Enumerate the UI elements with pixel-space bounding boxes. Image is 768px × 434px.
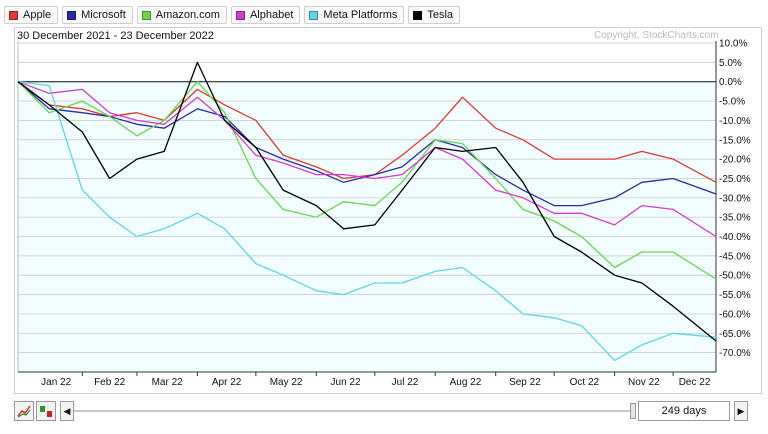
apple-swatch bbox=[9, 10, 18, 20]
y-tick-label: -50.0% bbox=[719, 271, 751, 282]
y-tick-label: -45.0% bbox=[719, 251, 751, 262]
date-range-slider[interactable] bbox=[74, 410, 634, 412]
y-tick-label: 0.0% bbox=[719, 77, 742, 88]
tesla-swatch bbox=[413, 10, 423, 20]
x-tick-label: Jun 22 bbox=[331, 377, 361, 388]
alphabet-swatch bbox=[235, 10, 245, 20]
x-tick-label: Dec 22 bbox=[679, 377, 711, 388]
line-chart-icon bbox=[17, 405, 31, 418]
legend: Apple Microsoft Amazon.com Alphabet Meta… bbox=[4, 6, 461, 24]
amazon-swatch bbox=[141, 10, 151, 20]
x-tick-label: Jul 22 bbox=[392, 377, 419, 388]
legend-item-amazon[interactable]: Amazon.com bbox=[136, 6, 227, 24]
legend-item-meta[interactable]: Meta Platforms bbox=[304, 6, 405, 24]
days-field[interactable]: 249 days bbox=[638, 401, 730, 421]
chart-controls: ◀ 249 days ▶ bbox=[14, 401, 762, 421]
y-tick-label: -30.0% bbox=[719, 193, 751, 204]
copyright-notice: Copyright, StockCharts.com bbox=[594, 30, 719, 41]
y-tick-label: -5.0% bbox=[719, 97, 745, 108]
y-tick-label: -15.0% bbox=[719, 135, 751, 146]
meta-swatch bbox=[309, 10, 319, 20]
x-tick-label: Aug 22 bbox=[450, 377, 482, 388]
y-tick-label: -40.0% bbox=[719, 232, 751, 243]
legend-item-microsoft[interactable]: Microsoft bbox=[62, 6, 133, 24]
legend-label: Meta Platforms bbox=[323, 9, 398, 21]
x-tick-label: Feb 22 bbox=[94, 377, 126, 388]
x-tick-label: Sep 22 bbox=[509, 377, 541, 388]
legend-item-alphabet[interactable]: Alphabet bbox=[230, 6, 301, 24]
legend-label: Tesla bbox=[427, 9, 454, 21]
legend-item-tesla[interactable]: Tesla bbox=[408, 6, 461, 24]
y-tick-label: 10.0% bbox=[719, 39, 747, 50]
y-tick-label: -65.0% bbox=[719, 329, 751, 340]
date-range: 30 December 2021 - 23 December 2022 bbox=[17, 30, 214, 42]
x-tick-label: Nov 22 bbox=[628, 377, 660, 388]
legend-label: Alphabet bbox=[249, 9, 294, 21]
y-tick-label: -10.0% bbox=[719, 116, 751, 127]
y-tick-label: -55.0% bbox=[719, 290, 751, 301]
bar-chart-icon bbox=[40, 406, 52, 417]
series-line-amazon-com bbox=[17, 81, 717, 280]
x-tick-label: Mar 22 bbox=[152, 377, 184, 388]
y-tick-label: 5.0% bbox=[719, 58, 742, 69]
series-line-tesla bbox=[17, 61, 717, 342]
y-tick-label: -20.0% bbox=[719, 155, 751, 166]
microsoft-swatch bbox=[67, 10, 77, 20]
legend-item-apple[interactable]: Apple bbox=[4, 6, 59, 24]
legend-label: Amazon.com bbox=[155, 9, 220, 21]
legend-label: Microsoft bbox=[81, 9, 126, 21]
y-tick-label: -25.0% bbox=[719, 174, 751, 185]
y-tick-label: -60.0% bbox=[719, 309, 751, 320]
scroll-left-button[interactable]: ◀ bbox=[60, 401, 74, 421]
legend-label: Apple bbox=[23, 9, 52, 21]
x-tick-label: Apr 22 bbox=[212, 377, 242, 388]
x-tick-label: May 22 bbox=[270, 377, 303, 388]
line-chart-button[interactable] bbox=[14, 401, 34, 421]
series-line-alphabet bbox=[17, 81, 717, 238]
series-line-meta-platforms bbox=[17, 81, 717, 362]
scroll-right-button[interactable]: ▶ bbox=[734, 401, 748, 421]
x-tick-label: Jan 22 bbox=[41, 377, 71, 388]
slider-handle[interactable] bbox=[630, 403, 636, 419]
y-tick-label: -35.0% bbox=[719, 213, 751, 224]
x-tick-label: Oct 22 bbox=[570, 377, 600, 388]
series-line-microsoft bbox=[17, 81, 717, 207]
bar-chart-button[interactable] bbox=[36, 401, 56, 421]
below-zero-fill bbox=[18, 81, 716, 373]
y-tick-label: -70.0% bbox=[719, 348, 751, 359]
